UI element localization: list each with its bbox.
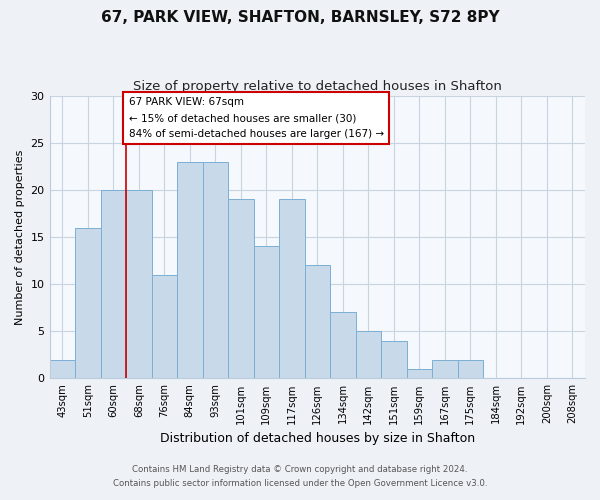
Bar xyxy=(126,190,152,378)
Bar xyxy=(432,360,458,378)
Bar xyxy=(356,332,381,378)
Text: Contains HM Land Registry data © Crown copyright and database right 2024.
Contai: Contains HM Land Registry data © Crown c… xyxy=(113,466,487,487)
Bar xyxy=(381,340,407,378)
Bar xyxy=(254,246,279,378)
Bar xyxy=(50,360,75,378)
X-axis label: Distribution of detached houses by size in Shafton: Distribution of detached houses by size … xyxy=(160,432,475,445)
Bar xyxy=(152,274,177,378)
Bar xyxy=(228,200,254,378)
Bar xyxy=(458,360,483,378)
Text: 67, PARK VIEW, SHAFTON, BARNSLEY, S72 8PY: 67, PARK VIEW, SHAFTON, BARNSLEY, S72 8P… xyxy=(101,10,499,25)
Title: Size of property relative to detached houses in Shafton: Size of property relative to detached ho… xyxy=(133,80,502,93)
Bar xyxy=(305,266,330,378)
Bar xyxy=(101,190,126,378)
Bar xyxy=(330,312,356,378)
Bar xyxy=(75,228,101,378)
Text: 67 PARK VIEW: 67sqm
← 15% of detached houses are smaller (30)
84% of semi-detach: 67 PARK VIEW: 67sqm ← 15% of detached ho… xyxy=(128,98,384,138)
Y-axis label: Number of detached properties: Number of detached properties xyxy=(15,150,25,324)
Bar xyxy=(279,200,305,378)
Bar xyxy=(407,369,432,378)
Bar xyxy=(203,162,228,378)
Bar xyxy=(177,162,203,378)
